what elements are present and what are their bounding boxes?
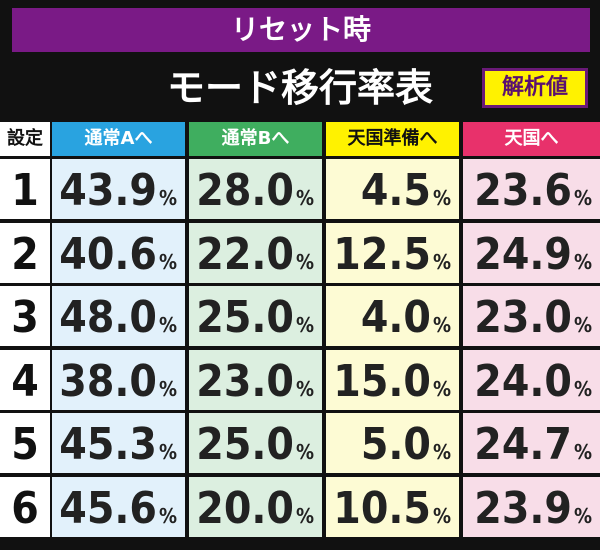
value: 45.6 [59,482,157,534]
unit: % [432,313,451,337]
unit: % [158,249,177,274]
value: 23.9 [474,482,572,534]
setting-cell: 4 [0,349,50,410]
value-cell: 10.5% [326,476,459,537]
value-cell: 25.0% [189,413,322,473]
value: 15.0 [333,355,431,407]
value-cell: 38.0% [52,349,185,410]
value-cell: 15.0% [326,349,459,410]
value-cell: 48.0% [52,286,185,346]
value: 4.0 [360,292,431,343]
value: 45.3 [59,419,157,470]
unit: % [432,503,451,528]
value-cell: 45.3% [52,413,185,473]
setting-cell: 2 [0,222,50,283]
value-cell: 23.0% [463,286,600,346]
unit: % [158,440,177,464]
unit: % [295,249,314,274]
unit: % [573,313,592,337]
value-cell: 23.9% [463,476,600,537]
column-header: 設定 [0,122,50,156]
value: 20.0 [196,482,294,534]
title-banner: リセット時 [12,8,590,52]
unit: % [573,440,592,464]
setting-cell: 5 [0,413,50,473]
unit: % [573,249,592,274]
unit: % [432,249,451,274]
value-cell: 5.0% [326,413,459,473]
value-cell: 12.5% [326,222,459,283]
value: 43.9 [59,165,157,216]
unit: % [432,376,451,401]
setting-cell: 6 [0,476,50,537]
value-cell: 23.6% [463,159,600,219]
unit: % [158,186,177,210]
column-header: 天国準備へ [326,122,459,156]
unit: % [295,440,314,464]
value: 24.0 [474,355,572,407]
value-cell: 4.0% [326,286,459,346]
unit: % [573,186,592,210]
column-header: 通常Bへ [189,122,322,156]
column-header: 通常Aへ [52,122,185,156]
unit: % [573,503,592,528]
value: 40.6 [59,228,157,280]
value-cell: 22.0% [189,222,322,283]
value: 25.0 [196,292,294,343]
unit: % [295,376,314,401]
unit: % [295,186,314,210]
setting-cell: 1 [0,159,50,219]
value-cell: 23.0% [189,349,322,410]
value-cell: 40.6% [52,222,185,283]
value: 23.0 [474,292,572,343]
unit: % [158,313,177,337]
unit: % [573,376,592,401]
badge: 解析値 [482,68,588,108]
unit: % [158,503,177,528]
value: 10.5 [333,482,431,534]
value-cell: 20.0% [189,476,322,537]
page: リセット時 モード移行率表 解析値 設定 通常Aへ 通常Bへ 天国準備へ 天国へ 1 43.… [0,8,600,537]
value: 22.0 [196,228,294,280]
value: 24.9 [474,228,572,280]
value: 23.0 [196,355,294,407]
value-cell: 4.5% [326,159,459,219]
value: 24.7 [474,419,572,470]
unit: % [432,186,451,210]
value: 4.5 [360,165,431,216]
value: 48.0 [59,292,157,343]
value-cell: 28.0% [189,159,322,219]
value: 23.6 [474,165,572,216]
value: 28.0 [196,165,294,216]
subtitle: モード移行率表 [166,66,433,110]
value-cell: 25.0% [189,286,322,346]
value: 5.0 [360,419,431,470]
value-cell: 24.9% [463,222,600,283]
value-cell: 43.9% [52,159,185,219]
setting-cell: 3 [0,286,50,346]
unit: % [432,440,451,464]
column-header: 天国へ [463,122,600,156]
value: 25.0 [196,419,294,470]
unit: % [158,376,177,401]
value: 12.5 [333,228,431,280]
value-cell: 24.0% [463,349,600,410]
value-cell: 24.7% [463,413,600,473]
unit: % [295,503,314,528]
value: 38.0 [59,355,157,407]
value-cell: 45.6% [52,476,185,537]
unit: % [295,313,314,337]
